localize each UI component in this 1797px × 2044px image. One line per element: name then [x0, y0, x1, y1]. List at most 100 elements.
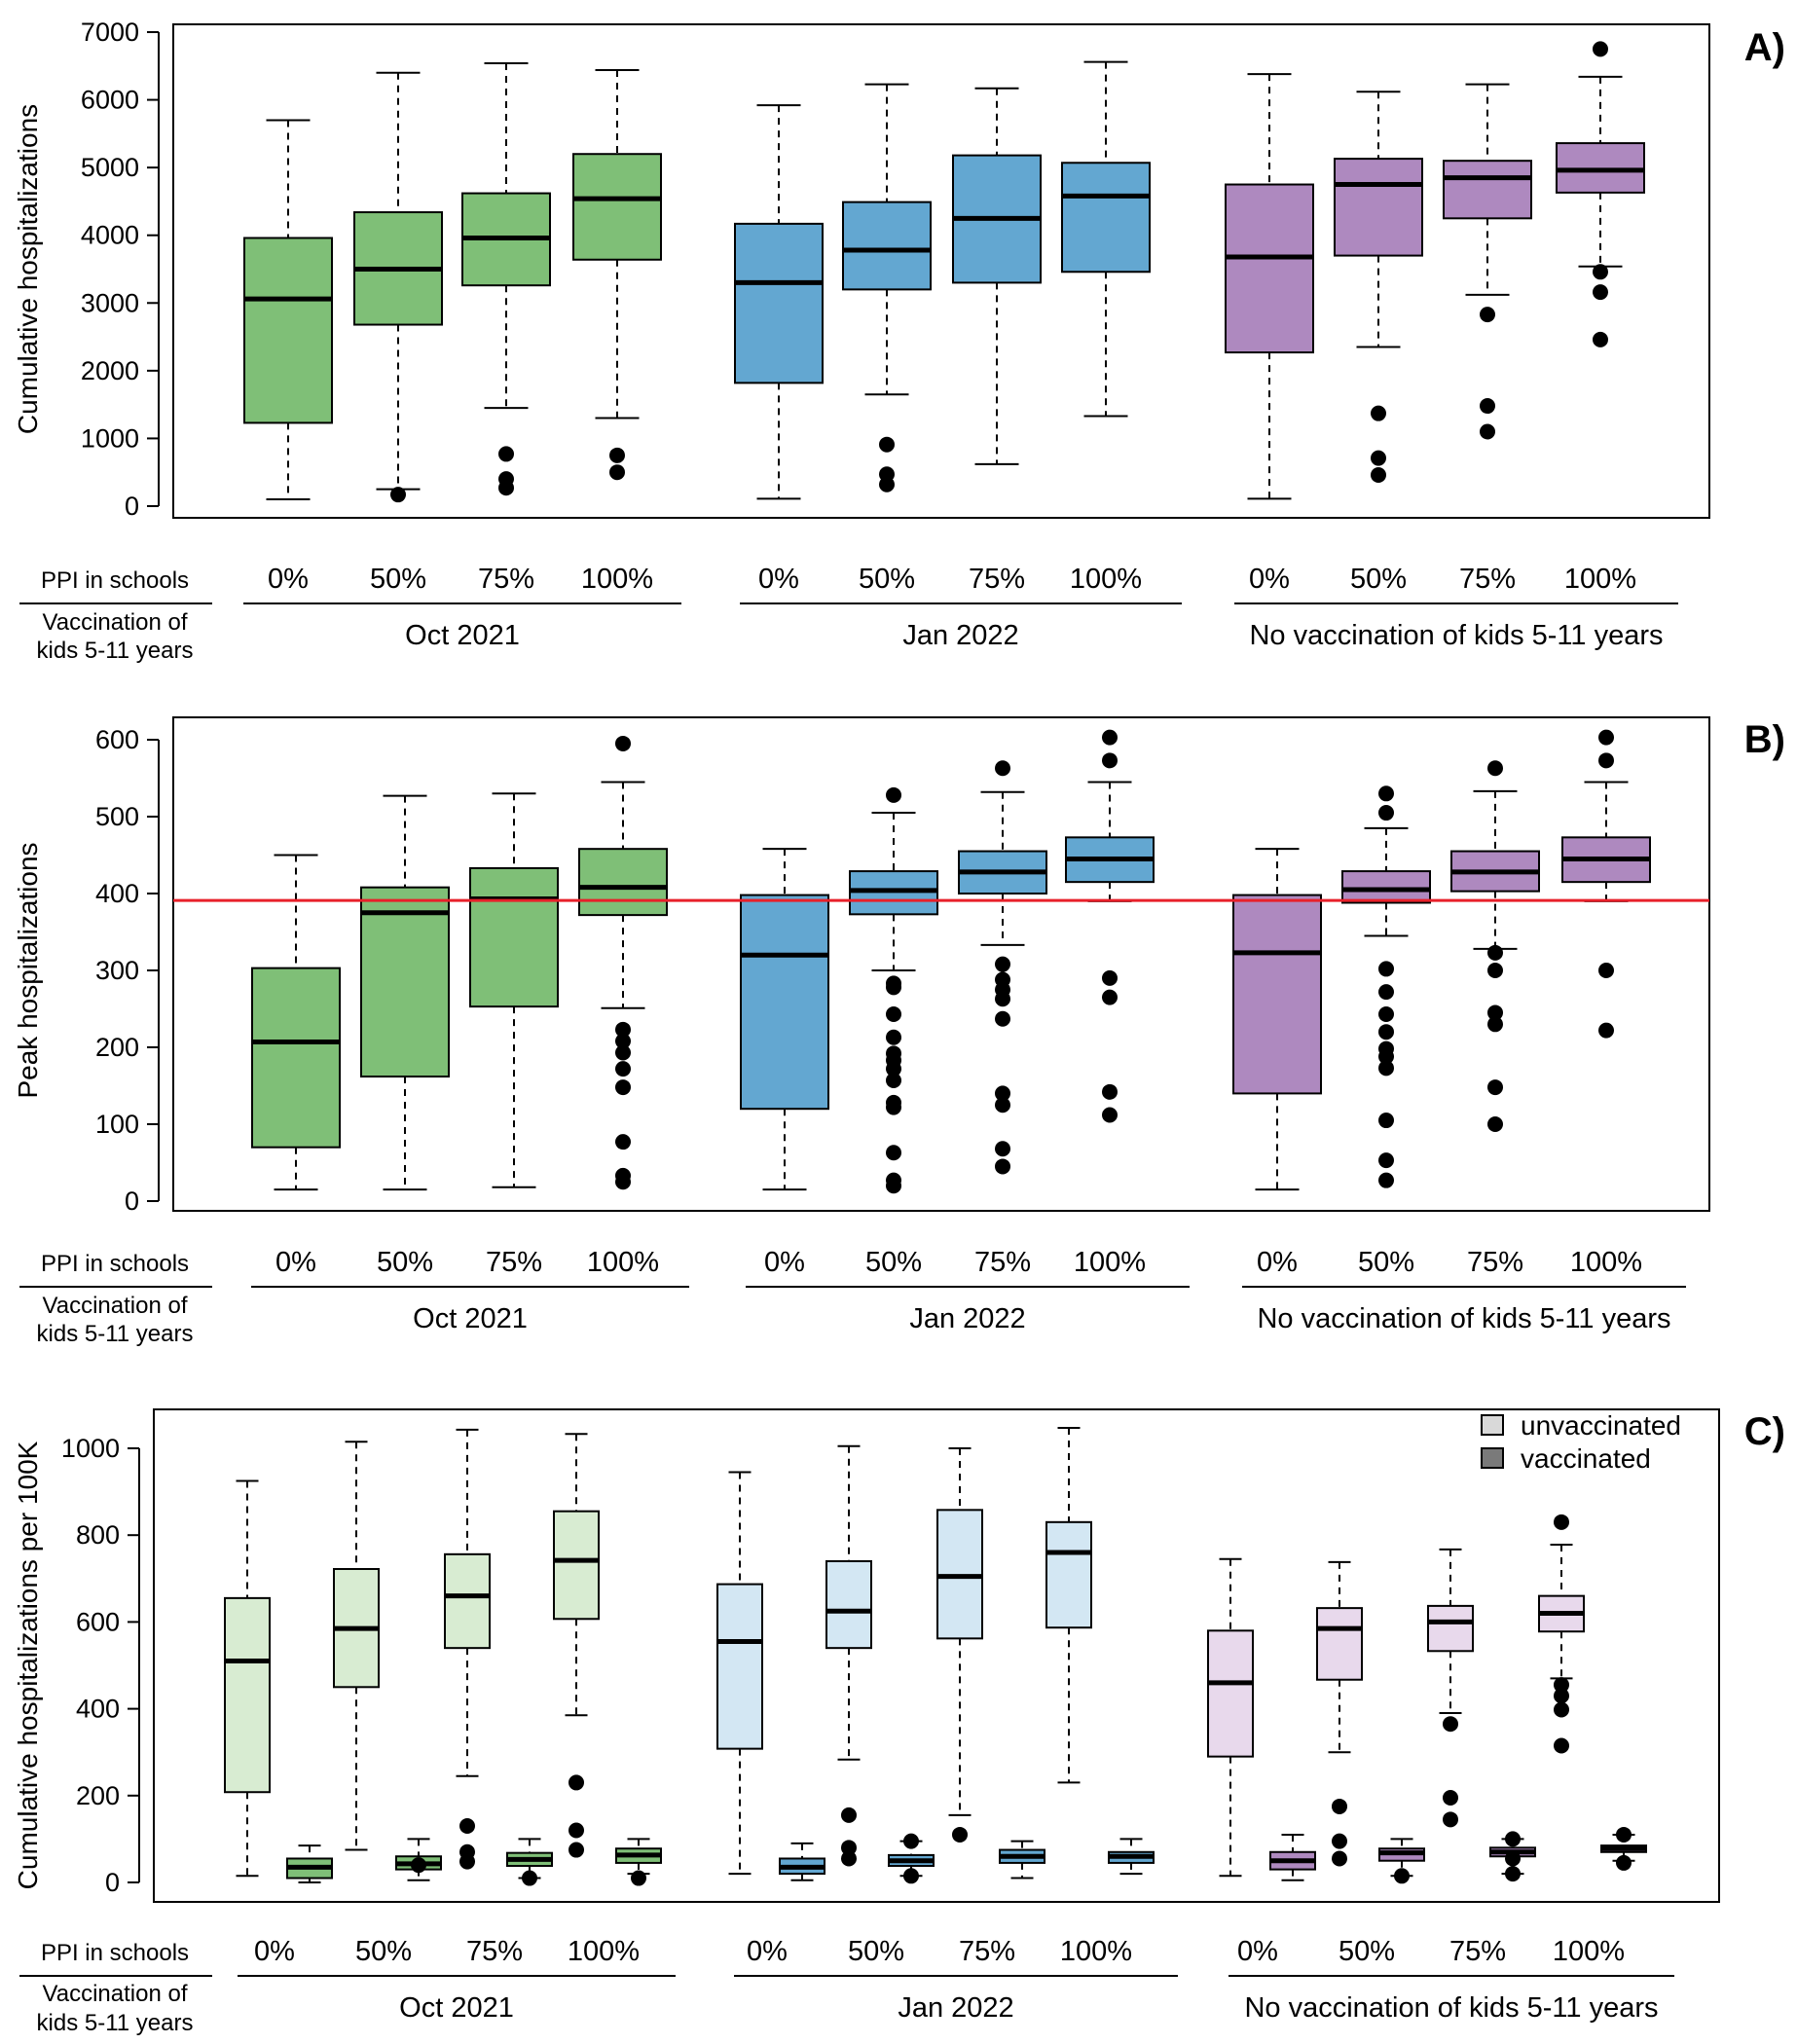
box-2-3-outlier	[995, 1010, 1010, 1027]
category-label: 50%	[848, 1936, 904, 1967]
y-tick-label: 600	[95, 725, 139, 754]
box-3-4-outlier	[1598, 1022, 1614, 1039]
box-3-3-unvaccinated-outlier	[1443, 1716, 1458, 1733]
y-tick-label: 300	[95, 956, 139, 985]
y-tick-label: 500	[95, 802, 139, 831]
box-2-2-vaccinated-outlier	[903, 1833, 919, 1849]
box-3-2-vaccinated-outlier	[1394, 1868, 1410, 1884]
group-label: Jan 2022	[909, 1303, 1025, 1334]
box-2-2-outlier	[879, 476, 895, 493]
category-label: 75%	[486, 1247, 542, 1278]
box-3-4-unvaccinated-outlier	[1554, 1701, 1569, 1718]
row-label-kids: kids 5-11 years	[37, 2010, 194, 2036]
box-3-3-outlier	[1480, 423, 1495, 440]
box-1-4-vaccinated-outlier	[631, 1870, 646, 1886]
box-3-4-unvaccinated-outlier	[1554, 1677, 1569, 1694]
box-2-2-outlier	[886, 1072, 901, 1088]
category-label: 100%	[1564, 564, 1636, 595]
box-2-1-box	[734, 222, 824, 384]
box-3-3-outlier	[1487, 1004, 1503, 1021]
panel-label: A)	[1744, 26, 1785, 69]
box-3-2-unvaccinated-outlier	[1332, 1833, 1347, 1849]
box-2-4-outlier	[1102, 752, 1118, 769]
category-label: 0%	[1249, 564, 1290, 595]
box-1-3-outlier	[498, 446, 514, 462]
panel-label: C)	[1744, 1410, 1785, 1453]
y-tick-label: 600	[76, 1607, 120, 1636]
box-1-4-outlier	[615, 735, 631, 751]
box-3-2-outlier	[1378, 1172, 1394, 1188]
box-2-1-unvaccinated-box	[716, 1583, 763, 1750]
category-label: 50%	[859, 564, 915, 595]
box-2-3-outlier	[995, 1097, 1010, 1113]
group-label: No vaccination of kids 5-11 years	[1257, 1303, 1670, 1334]
y-tick-label: 6000	[81, 86, 139, 115]
box-1-3-unvaccinated-outlier	[459, 1818, 475, 1835]
category-label: 0%	[747, 1936, 788, 1967]
legend-swatch-unvaccinated	[1481, 1414, 1504, 1436]
y-axis-label: Peak hospitalizations	[13, 842, 43, 1098]
box-3-2-outlier	[1378, 1006, 1394, 1023]
row-label-vaccination: Vaccination of	[43, 1293, 188, 1319]
category-label: 75%	[1467, 1247, 1523, 1278]
box-2-2-unvaccinated-box	[825, 1559, 872, 1650]
box-2-2-outlier	[886, 1145, 901, 1161]
group-label: Oct 2021	[399, 1992, 514, 2024]
y-axis-label: Cumulative hospitalizations per 100K	[13, 1441, 43, 1889]
y-tick-label: 2000	[81, 356, 139, 385]
box-1-4-outlier	[615, 1174, 631, 1190]
box-3-3-vaccinated-outlier	[1505, 1866, 1521, 1882]
box-3-1-unvaccinated-box	[1207, 1629, 1254, 1758]
box-3-4-outlier	[1598, 963, 1614, 978]
y-tick-label: 100	[95, 1110, 139, 1139]
category-label: 75%	[959, 1936, 1015, 1967]
y-tick-label: 4000	[81, 221, 139, 250]
box-2-2-unvaccinated-outlier	[841, 1840, 857, 1856]
box-1-1-unvaccinated-box	[224, 1596, 271, 1794]
box-3-3-vaccinated-outlier	[1505, 1850, 1521, 1867]
box-2-1-box	[740, 894, 829, 1111]
box-1-3-vaccinated-outlier	[522, 1870, 537, 1886]
box-2-4-outlier	[1102, 729, 1118, 746]
box-3-2-outlier	[1378, 1113, 1394, 1129]
box-3-2-outlier	[1371, 405, 1386, 421]
category-label: 0%	[254, 1936, 295, 1967]
y-tick-label: 200	[76, 1781, 120, 1810]
category-label: 0%	[268, 564, 309, 595]
y-tick-label: 800	[76, 1520, 120, 1550]
box-3-4-vaccinated-outlier	[1616, 1854, 1632, 1871]
box-3-2-outlier	[1378, 1048, 1394, 1065]
box-2-4-outlier	[1102, 1083, 1118, 1100]
box-2-2-outlier	[886, 979, 901, 996]
box-2-2-box	[842, 201, 932, 291]
category-label: 75%	[478, 564, 534, 595]
box-2-2-outlier	[886, 1061, 901, 1077]
box-3-3-unvaccinated-outlier	[1443, 1811, 1458, 1828]
group-label: Jan 2022	[902, 620, 1018, 651]
category-label: 50%	[370, 564, 426, 595]
legend-label-vaccinated: vaccinated	[1521, 1443, 1651, 1474]
box-2-4-outlier	[1102, 1107, 1118, 1123]
category-label: 75%	[974, 1247, 1031, 1278]
y-tick-label: 200	[95, 1033, 139, 1062]
category-label: 0%	[758, 564, 799, 595]
box-2-2-outlier	[879, 436, 895, 453]
y-tick-label: 400	[76, 1695, 120, 1724]
box-3-4-outlier	[1593, 41, 1608, 57]
plot-frame-panel-3	[153, 1408, 1720, 1903]
y-tick-label: 0	[105, 1868, 120, 1897]
y-tick-label: 0	[125, 1186, 139, 1216]
box-3-3-outlier	[1487, 1116, 1503, 1132]
box-3-2-outlier	[1378, 785, 1394, 802]
category-label: 100%	[581, 564, 653, 595]
box-1-3-unvaccinated-outlier	[459, 1853, 475, 1870]
box-1-1-box	[243, 237, 333, 424]
box-1-4-outlier	[615, 1044, 631, 1061]
box-2-4-box	[1061, 162, 1151, 274]
box-1-2-outlier	[390, 487, 406, 503]
box-3-3-unvaccinated-outlier	[1443, 1790, 1458, 1807]
box-3-2-outlier	[1371, 450, 1386, 466]
box-3-3-unvaccinated-box	[1427, 1604, 1474, 1653]
box-2-2-outlier	[886, 1006, 901, 1023]
